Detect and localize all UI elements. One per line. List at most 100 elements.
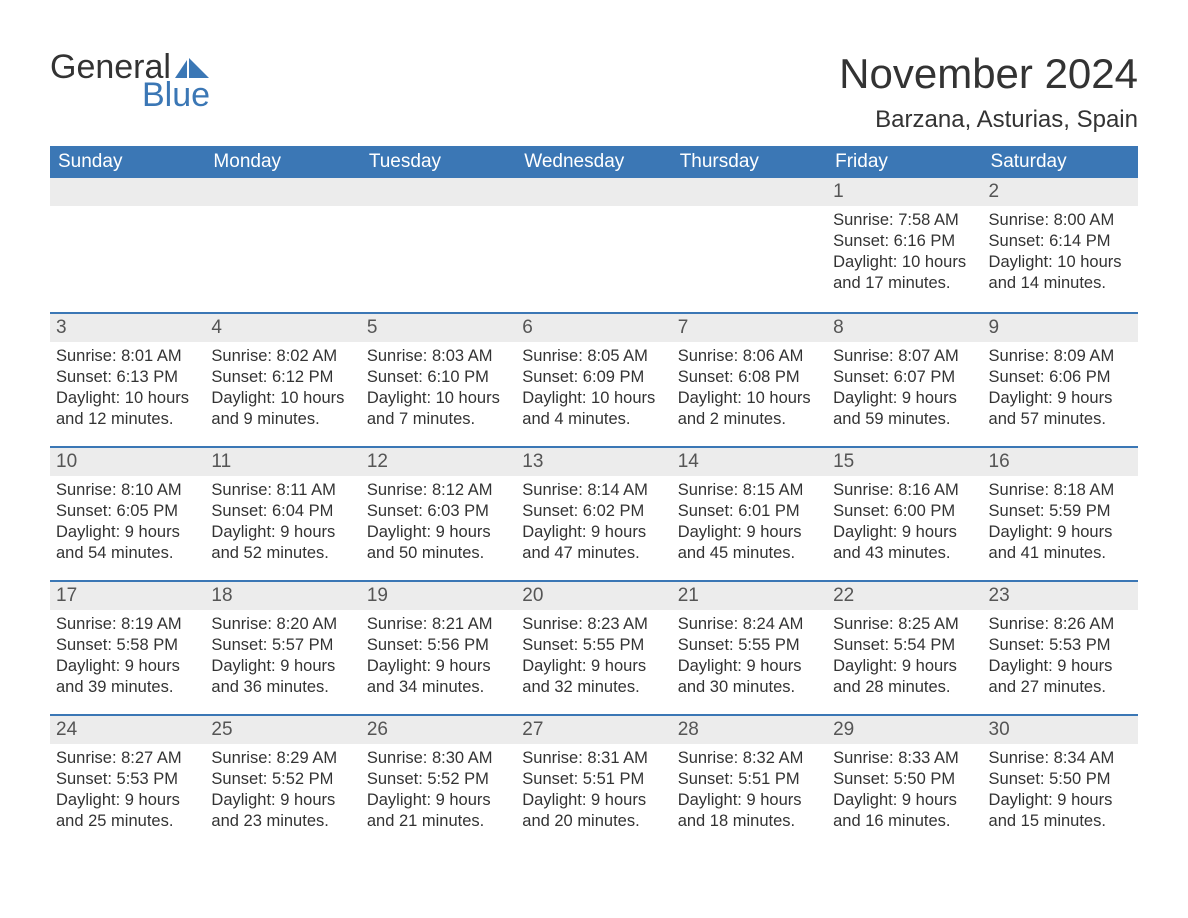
calendar-day-cell: 30Sunrise: 8:34 AMSunset: 5:50 PMDayligh…: [983, 714, 1138, 848]
sunrise-line: Sunrise: 7:58 AM: [833, 210, 976, 231]
day-number: 2: [983, 178, 1138, 206]
day-number: 26: [361, 714, 516, 744]
logo-word2: Blue: [142, 78, 210, 112]
day-number: 12: [361, 446, 516, 476]
daylight-line: Daylight: 9 hours and 45 minutes.: [678, 522, 821, 564]
sunset-line: Sunset: 6:04 PM: [211, 501, 354, 522]
sunrise-line: Sunrise: 8:03 AM: [367, 346, 510, 367]
day-details: Sunrise: 8:29 AMSunset: 5:52 PMDaylight:…: [205, 744, 360, 838]
daylight-line: Daylight: 10 hours and 12 minutes.: [56, 388, 199, 430]
day-number: 13: [516, 446, 671, 476]
sunset-line: Sunset: 5:54 PM: [833, 635, 976, 656]
sunset-line: Sunset: 6:10 PM: [367, 367, 510, 388]
daylight-line: Daylight: 9 hours and 34 minutes.: [367, 656, 510, 698]
day-details: Sunrise: 8:27 AMSunset: 5:53 PMDaylight:…: [50, 744, 205, 838]
day-details: Sunrise: 8:26 AMSunset: 5:53 PMDaylight:…: [983, 610, 1138, 704]
day-number: 24: [50, 714, 205, 744]
calendar-week-row: 3Sunrise: 8:01 AMSunset: 6:13 PMDaylight…: [50, 312, 1138, 446]
calendar-day-cell: 2Sunrise: 8:00 AMSunset: 6:14 PMDaylight…: [983, 178, 1138, 312]
daylight-line: Daylight: 9 hours and 50 minutes.: [367, 522, 510, 564]
day-number: 17: [50, 580, 205, 610]
daylight-line: Daylight: 9 hours and 28 minutes.: [833, 656, 976, 698]
sunset-line: Sunset: 6:13 PM: [56, 367, 199, 388]
calendar-week-row: 24Sunrise: 8:27 AMSunset: 5:53 PMDayligh…: [50, 714, 1138, 848]
calendar-day-cell: 5Sunrise: 8:03 AMSunset: 6:10 PMDaylight…: [361, 312, 516, 446]
day-details: Sunrise: 8:02 AMSunset: 6:12 PMDaylight:…: [205, 342, 360, 436]
sunrise-line: Sunrise: 8:32 AM: [678, 748, 821, 769]
location: Barzana, Asturias, Spain: [839, 106, 1138, 134]
calendar-day-cell: 8Sunrise: 8:07 AMSunset: 6:07 PMDaylight…: [827, 312, 982, 446]
day-number: 21: [672, 580, 827, 610]
day-number: 18: [205, 580, 360, 610]
sunset-line: Sunset: 5:55 PM: [678, 635, 821, 656]
calendar-day-cell: 23Sunrise: 8:26 AMSunset: 5:53 PMDayligh…: [983, 580, 1138, 714]
calendar-day-cell: 22Sunrise: 8:25 AMSunset: 5:54 PMDayligh…: [827, 580, 982, 714]
sunset-line: Sunset: 5:55 PM: [522, 635, 665, 656]
day-details: Sunrise: 8:31 AMSunset: 5:51 PMDaylight:…: [516, 744, 671, 838]
sunrise-line: Sunrise: 8:27 AM: [56, 748, 199, 769]
sunset-line: Sunset: 5:52 PM: [367, 769, 510, 790]
calendar-day-cell: 9Sunrise: 8:09 AMSunset: 6:06 PMDaylight…: [983, 312, 1138, 446]
day-details: Sunrise: 8:20 AMSunset: 5:57 PMDaylight:…: [205, 610, 360, 704]
calendar-day-cell: [50, 178, 205, 312]
logo: General Blue: [50, 50, 210, 112]
sunset-line: Sunset: 6:14 PM: [989, 231, 1132, 252]
day-details: Sunrise: 8:16 AMSunset: 6:00 PMDaylight:…: [827, 476, 982, 570]
sunrise-line: Sunrise: 8:02 AM: [211, 346, 354, 367]
day-details: Sunrise: 8:32 AMSunset: 5:51 PMDaylight:…: [672, 744, 827, 838]
calendar-day-cell: 21Sunrise: 8:24 AMSunset: 5:55 PMDayligh…: [672, 580, 827, 714]
day-details: Sunrise: 8:30 AMSunset: 5:52 PMDaylight:…: [361, 744, 516, 838]
day-details: Sunrise: 8:19 AMSunset: 5:58 PMDaylight:…: [50, 610, 205, 704]
day-number: 6: [516, 312, 671, 342]
daylight-line: Daylight: 9 hours and 23 minutes.: [211, 790, 354, 832]
day-details: Sunrise: 8:15 AMSunset: 6:01 PMDaylight:…: [672, 476, 827, 570]
sunrise-line: Sunrise: 8:20 AM: [211, 614, 354, 635]
day-details: Sunrise: 8:14 AMSunset: 6:02 PMDaylight:…: [516, 476, 671, 570]
daylight-line: Daylight: 10 hours and 4 minutes.: [522, 388, 665, 430]
daylight-line: Daylight: 10 hours and 2 minutes.: [678, 388, 821, 430]
sunrise-line: Sunrise: 8:00 AM: [989, 210, 1132, 231]
sunrise-line: Sunrise: 8:11 AM: [211, 480, 354, 501]
calendar-day-cell: 19Sunrise: 8:21 AMSunset: 5:56 PMDayligh…: [361, 580, 516, 714]
empty-day: [361, 178, 516, 206]
calendar-week-row: 17Sunrise: 8:19 AMSunset: 5:58 PMDayligh…: [50, 580, 1138, 714]
day-number: 20: [516, 580, 671, 610]
sunset-line: Sunset: 5:56 PM: [367, 635, 510, 656]
sunrise-line: Sunrise: 8:31 AM: [522, 748, 665, 769]
daylight-line: Daylight: 9 hours and 52 minutes.: [211, 522, 354, 564]
calendar-day-cell: 13Sunrise: 8:14 AMSunset: 6:02 PMDayligh…: [516, 446, 671, 580]
day-number: 19: [361, 580, 516, 610]
sunrise-line: Sunrise: 8:34 AM: [989, 748, 1132, 769]
sunrise-line: Sunrise: 8:12 AM: [367, 480, 510, 501]
sunset-line: Sunset: 5:50 PM: [989, 769, 1132, 790]
sunrise-line: Sunrise: 8:16 AM: [833, 480, 976, 501]
sunset-line: Sunset: 5:52 PM: [211, 769, 354, 790]
day-details: Sunrise: 8:11 AMSunset: 6:04 PMDaylight:…: [205, 476, 360, 570]
day-details: Sunrise: 8:10 AMSunset: 6:05 PMDaylight:…: [50, 476, 205, 570]
day-details: Sunrise: 8:18 AMSunset: 5:59 PMDaylight:…: [983, 476, 1138, 570]
calendar-day-cell: 4Sunrise: 8:02 AMSunset: 6:12 PMDaylight…: [205, 312, 360, 446]
empty-day: [516, 178, 671, 206]
empty-day: [672, 178, 827, 206]
calendar-week-row: 10Sunrise: 8:10 AMSunset: 6:05 PMDayligh…: [50, 446, 1138, 580]
day-number: 14: [672, 446, 827, 476]
calendar-day-cell: [361, 178, 516, 312]
calendar-table: Sunday Monday Tuesday Wednesday Thursday…: [50, 146, 1138, 848]
sunrise-line: Sunrise: 8:30 AM: [367, 748, 510, 769]
day-number: 5: [361, 312, 516, 342]
day-number: 10: [50, 446, 205, 476]
calendar-day-cell: 26Sunrise: 8:30 AMSunset: 5:52 PMDayligh…: [361, 714, 516, 848]
calendar-day-cell: 14Sunrise: 8:15 AMSunset: 6:01 PMDayligh…: [672, 446, 827, 580]
sunset-line: Sunset: 5:53 PM: [989, 635, 1132, 656]
month-title: November 2024: [839, 50, 1138, 98]
daylight-line: Daylight: 10 hours and 17 minutes.: [833, 252, 976, 294]
calendar-day-cell: 10Sunrise: 8:10 AMSunset: 6:05 PMDayligh…: [50, 446, 205, 580]
calendar-day-cell: 20Sunrise: 8:23 AMSunset: 5:55 PMDayligh…: [516, 580, 671, 714]
day-number: 23: [983, 580, 1138, 610]
calendar-day-cell: 17Sunrise: 8:19 AMSunset: 5:58 PMDayligh…: [50, 580, 205, 714]
day-details: Sunrise: 8:07 AMSunset: 6:07 PMDaylight:…: [827, 342, 982, 436]
sunset-line: Sunset: 5:53 PM: [56, 769, 199, 790]
sunrise-line: Sunrise: 8:07 AM: [833, 346, 976, 367]
sunset-line: Sunset: 6:03 PM: [367, 501, 510, 522]
day-number: 22: [827, 580, 982, 610]
